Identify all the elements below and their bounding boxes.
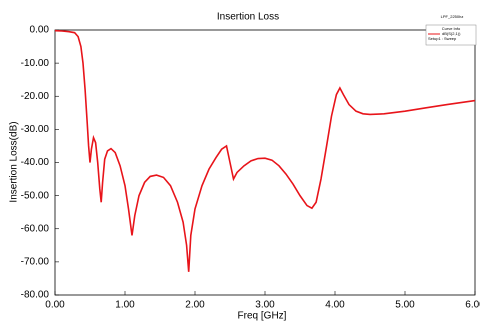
legend-box <box>425 24 477 46</box>
x-tick-label: 5.00 <box>395 300 415 311</box>
legend-title: Curve Info <box>442 26 461 31</box>
data-line <box>54 29 476 272</box>
legend-label: dB(S(2,1)) <box>442 31 461 36</box>
x-tick-label: 2.00 <box>185 300 205 311</box>
y-tick-label: -10.00 <box>21 58 50 69</box>
x-tick-label: 0.00 <box>45 300 65 311</box>
y-tick-label: -30.00 <box>21 124 50 135</box>
y-tick-label: -70.00 <box>21 257 50 268</box>
corner-label: LPF_2250hz <box>441 14 464 19</box>
x-tick-label: 3.00 <box>255 300 275 311</box>
y-tick-label: -40.00 <box>21 157 50 168</box>
y-tick-label: -20.00 <box>21 91 50 102</box>
legend-note: Setup1 : Sweep <box>428 36 457 41</box>
y-tick-label: 0.00 <box>30 25 50 36</box>
y-tick-label: -60.00 <box>21 223 50 234</box>
x-axis-label: Freq [GHz] <box>238 311 287 322</box>
x-tick-label: 6.00 <box>465 300 480 311</box>
chart-title: Insertion Loss <box>217 12 279 23</box>
y-axis-label: Insertion Loss(dB) <box>9 121 20 202</box>
y-tick-label: -80.00 <box>21 290 50 301</box>
x-tick-label: 4.00 <box>325 300 345 311</box>
x-tick-label: 1.00 <box>115 300 135 311</box>
y-tick-label: -50.00 <box>21 190 50 201</box>
